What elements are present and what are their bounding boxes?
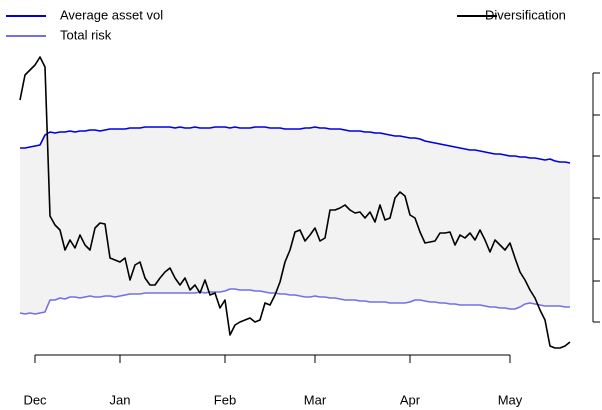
series-line xyxy=(20,126,571,164)
legend-label: Total risk xyxy=(60,27,112,42)
x-tick-label: Dec xyxy=(23,392,47,407)
x-tick-label: Mar xyxy=(304,392,327,407)
legend-item: Average asset vol xyxy=(6,7,163,22)
x-tick-label: Feb xyxy=(214,392,236,407)
x-tick-label: Apr xyxy=(400,392,421,407)
legend-item: Diversification xyxy=(457,7,566,22)
legend-label: Diversification xyxy=(485,7,566,22)
band-fill xyxy=(20,127,570,314)
legend-item: Total risk xyxy=(6,27,112,42)
legend-label: Average asset vol xyxy=(60,7,163,22)
x-tick-label: Jan xyxy=(110,392,131,407)
x-tick-label: May xyxy=(498,392,523,407)
series-line xyxy=(19,288,570,315)
series-line xyxy=(19,56,571,349)
